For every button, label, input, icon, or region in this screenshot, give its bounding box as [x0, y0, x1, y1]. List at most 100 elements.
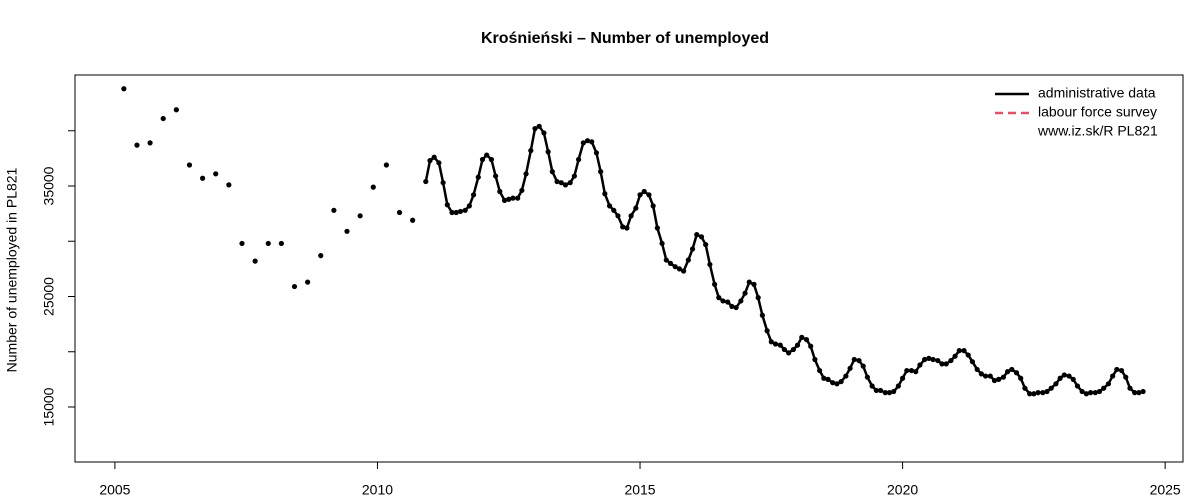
data-point: [1027, 391, 1033, 397]
data-point: [1018, 375, 1024, 381]
data-point: [1074, 383, 1081, 389]
data-point: [488, 156, 495, 163]
data-point: [982, 373, 989, 379]
data-point: [265, 240, 271, 247]
data-point: [772, 341, 779, 347]
data-point: [886, 390, 893, 396]
y-axis-label: Number of unemployed in PL821: [4, 167, 20, 372]
data-point: [484, 152, 490, 158]
data-point: [633, 205, 639, 211]
data-point: [593, 150, 600, 156]
data-point: [908, 367, 915, 374]
data-point: [410, 217, 416, 223]
data-point: [1035, 390, 1041, 396]
data-point: [252, 258, 258, 264]
data-point: [423, 178, 429, 185]
data-point: [738, 298, 744, 304]
data-point: [1013, 370, 1020, 376]
data-point: [733, 304, 739, 311]
chart-title: Krośnieński – Number of unemployed: [481, 30, 769, 47]
data-point: [562, 182, 569, 188]
data-point: [843, 373, 849, 379]
data-point: [470, 192, 477, 198]
data-point: [567, 180, 573, 186]
data-point: [1136, 390, 1142, 396]
data-point: [541, 130, 547, 136]
data-point: [764, 328, 770, 334]
data-point: [1110, 373, 1116, 379]
data-point: [160, 115, 166, 122]
data-point: [598, 169, 604, 175]
data-point: [930, 356, 936, 363]
data-point: [396, 209, 403, 216]
data-point: [742, 290, 748, 296]
data-point: [427, 157, 433, 164]
data-point: [1096, 388, 1103, 395]
data-point: [860, 363, 866, 369]
data-point: [624, 225, 630, 231]
data-point: [777, 342, 783, 348]
data-point: [466, 203, 472, 209]
data-point: [1127, 385, 1133, 391]
data-point: [1000, 374, 1007, 380]
data-point: [948, 357, 954, 364]
data-point: [965, 352, 971, 358]
data-point: [817, 367, 823, 374]
data-point: [961, 348, 967, 354]
data-point: [239, 240, 245, 247]
data-point: [790, 346, 796, 353]
data-point: [803, 336, 810, 343]
legend-label: administrative data: [1038, 85, 1156, 101]
data-point: [1123, 374, 1129, 380]
data-point: [1087, 390, 1094, 396]
data-point: [663, 257, 669, 263]
data-point: [913, 369, 919, 375]
data-point: [943, 361, 949, 367]
data-point: [729, 303, 735, 310]
data-point: [978, 371, 984, 377]
data-point: [654, 225, 660, 231]
data-point: [370, 184, 376, 190]
data-point: [781, 346, 788, 353]
data-point: [611, 207, 617, 213]
data-point: [1118, 367, 1125, 374]
data-point: [479, 156, 486, 163]
data-point: [134, 142, 140, 148]
data-point: [904, 367, 910, 374]
data-point: [698, 234, 705, 240]
data-point: [1009, 366, 1015, 373]
data-point: [1132, 390, 1138, 396]
data-point: [1040, 390, 1046, 396]
data-point: [147, 140, 153, 146]
data-point: [1005, 369, 1011, 375]
data-point: [987, 373, 993, 379]
data-point: [536, 123, 542, 129]
data-point: [501, 197, 508, 203]
data-point: [746, 279, 752, 285]
data-point: [278, 240, 284, 247]
data-point: [856, 357, 862, 364]
data-point: [515, 195, 521, 201]
data-point: [676, 266, 683, 272]
data-point: [956, 348, 962, 354]
data-point: [694, 232, 700, 238]
data-point: [935, 357, 941, 364]
data-point: [523, 171, 529, 177]
data-point: [436, 160, 442, 166]
data-point: [759, 312, 765, 318]
data-point: [589, 139, 595, 145]
y-tick-label: 25000: [41, 277, 57, 316]
data-point: [449, 209, 455, 216]
data-point: [510, 195, 516, 201]
data-point: [939, 361, 945, 367]
data-point: [344, 228, 350, 234]
data-point: [725, 299, 731, 305]
data-point: [558, 180, 564, 186]
data-point: [711, 281, 718, 287]
data-point: [667, 260, 674, 266]
data-point: [173, 107, 179, 113]
data-point: [851, 356, 857, 363]
data-point: [383, 162, 389, 168]
